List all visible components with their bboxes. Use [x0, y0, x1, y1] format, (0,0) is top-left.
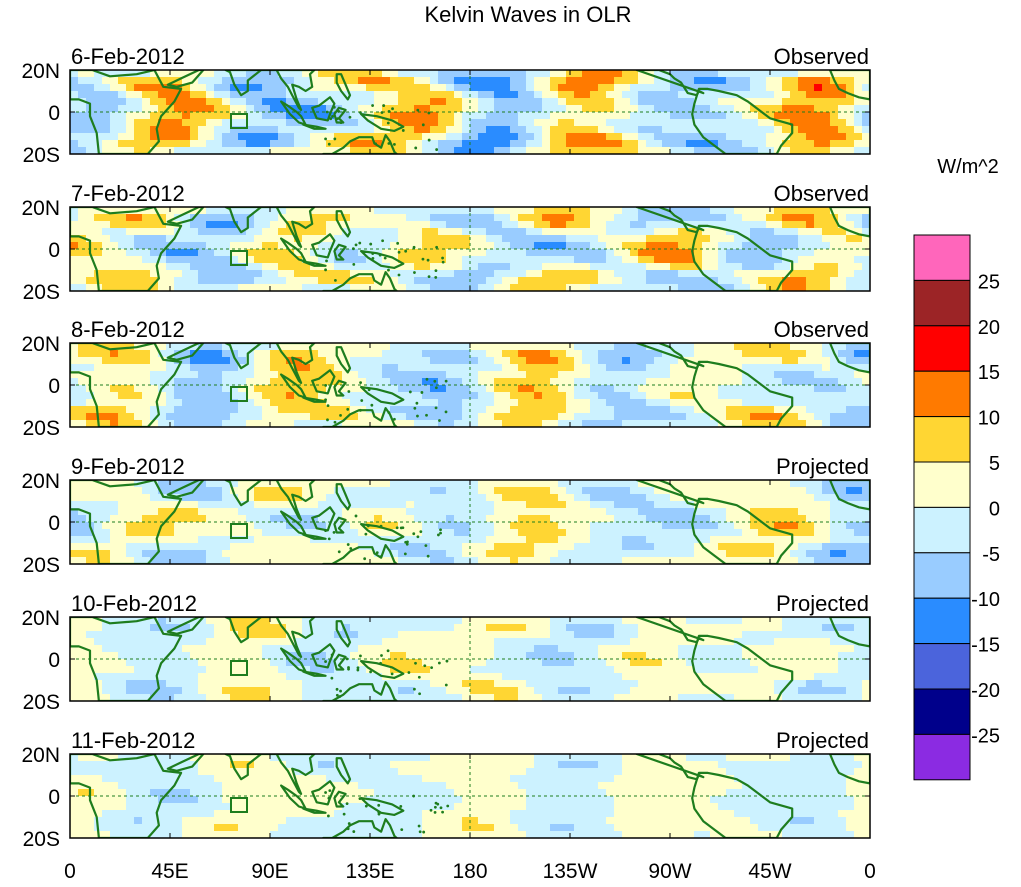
panel-6: 20N 0 20S 11-Feb-2012 Projected: [21, 728, 871, 851]
y-tick-label: 0: [48, 786, 60, 809]
panel-date: 10-Feb-2012: [71, 591, 197, 616]
colorbar-swatch: [913, 234, 971, 281]
colorbar-tick-label: 5: [989, 453, 1000, 475]
y-tick-label: 0: [48, 649, 60, 672]
colorbar-swatch: [913, 370, 971, 418]
colorbar-swatch: [913, 688, 971, 735]
panel-status: Projected: [776, 454, 869, 479]
x-tick-label: 45E: [151, 860, 188, 883]
y-tick-label: 20N: [21, 470, 60, 493]
panel-status: Observed: [774, 44, 869, 69]
colorbar-tick-label: 10: [978, 408, 1000, 430]
coastlines: [70, 754, 870, 838]
colorbar-tick-label: -15: [971, 635, 1000, 657]
colorbar-units: W/m^2: [937, 156, 999, 178]
colorbar-tick-label: -10: [971, 589, 1000, 611]
y-tick-label: 20N: [21, 60, 60, 83]
colorbar-swatch: [913, 461, 971, 508]
panel-3: 20N 0 20S 8-Feb-2012 Observed: [21, 317, 871, 440]
colorbar-tick-label: -5: [982, 544, 1000, 566]
panel-2: 20N 0 20S 7-Feb-2012 Observed: [21, 181, 871, 304]
panel-status: Projected: [776, 728, 869, 753]
panel-date: 9-Feb-2012: [71, 454, 185, 479]
colorbar-tick-label: -20: [971, 680, 1000, 702]
colorbar-tick-label: 0: [989, 498, 1000, 520]
x-tick-label: 135W: [543, 860, 598, 883]
panel-5: 20N 0 20S 10-Feb-2012 Projected: [21, 591, 871, 714]
olr-field: [70, 617, 870, 701]
x-axis: 0 45E 90E 135E 180 135W 90W 45W 0: [64, 860, 876, 883]
coastlines: [70, 617, 870, 701]
colorbar-tick-label: 15: [978, 362, 1000, 384]
panel-1: 20N 0 20S 6-Feb-2012 Observed: [21, 44, 871, 167]
panel-date: 6-Feb-2012: [71, 44, 185, 69]
x-tick-label: 45W: [748, 860, 791, 883]
colorbar-tick-label: -25: [971, 725, 1000, 747]
panel-status: Projected: [776, 591, 869, 616]
colorbar-swatch: [913, 643, 971, 690]
coastlines: [70, 207, 870, 291]
y-tick-label: 20S: [23, 281, 60, 304]
colorbar-swatch: [913, 552, 971, 599]
chart-title: Kelvin Waves in OLR: [424, 2, 631, 27]
y-tick-label: 20N: [21, 607, 60, 630]
y-tick-label: 20S: [23, 828, 60, 851]
olr-field: [70, 343, 870, 427]
y-tick-label: 0: [48, 512, 60, 535]
y-tick-label: 20S: [23, 417, 60, 440]
panel-date: 11-Feb-2012: [71, 728, 195, 753]
panel-date: 7-Feb-2012: [71, 181, 185, 206]
panel-status: Observed: [774, 317, 869, 342]
y-tick-label: 0: [48, 239, 60, 262]
colorbar-tick-label: 20: [978, 317, 1000, 339]
colorbar-swatch: [913, 733, 971, 781]
colorbar-swatch: [913, 416, 971, 463]
x-tick-label: 90E: [251, 860, 288, 883]
x-tick-label: 0: [864, 860, 876, 883]
y-tick-label: 20S: [23, 144, 60, 167]
x-tick-label: 0: [64, 860, 76, 883]
colorbar-swatch: [913, 279, 971, 327]
colorbar-swatch: [913, 325, 971, 372]
colorbar-tick-label: 25: [978, 271, 1000, 293]
colorbar-swatch: [913, 506, 971, 554]
coastlines: [70, 480, 870, 564]
y-tick-label: 20S: [23, 691, 60, 714]
colorbar-swatch: [913, 597, 971, 645]
olr-field: [70, 480, 870, 564]
olr-field: [70, 754, 870, 838]
x-tick-label: 135E: [345, 860, 394, 883]
y-tick-label: 20N: [21, 744, 60, 767]
panel-4: 20N 0 20S 9-Feb-2012 Projected: [21, 454, 871, 577]
y-tick-label: 20N: [21, 333, 60, 356]
y-tick-label: 20N: [21, 197, 60, 220]
panels: 20N 0 20S 6-Feb-2012 Observed 20N 0 20S 7-Feb-20…: [21, 44, 871, 851]
y-tick-label: 0: [48, 102, 60, 125]
colorbar: 25 20 15 10 5 0 -5 -10 -15 -20 -25 W/m^2: [913, 156, 1000, 781]
panel-date: 8-Feb-2012: [71, 317, 185, 342]
coastlines: [70, 70, 870, 154]
x-tick-label: 180: [452, 860, 487, 883]
y-tick-label: 0: [48, 375, 60, 398]
y-tick-label: 20S: [23, 554, 60, 577]
x-tick-label: 90W: [648, 860, 691, 883]
panel-status: Observed: [774, 181, 869, 206]
coastlines: [70, 343, 870, 427]
